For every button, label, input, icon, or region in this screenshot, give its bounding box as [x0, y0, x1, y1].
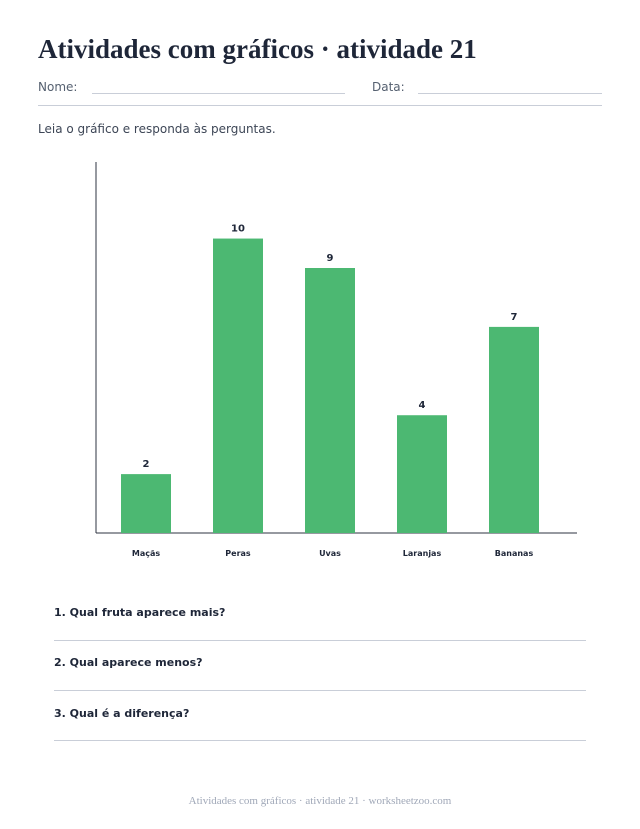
value-label-3: 4 [419, 400, 426, 411]
bar-chart: 2 Maçãs 10 Peras 9 Uvas 4 Laranjas 7 Bananas [95, 162, 577, 558]
category-label-2: Uvas [319, 549, 341, 558]
bar-0 [121, 474, 171, 533]
category-label-3: Laranjas [403, 549, 442, 558]
category-label-1: Peras [225, 549, 251, 558]
answer-line-3[interactable] [54, 740, 586, 741]
header-divider [38, 105, 602, 106]
question-3: 3. Qual é a diferença? [54, 707, 190, 720]
value-label-1: 10 [231, 224, 245, 235]
value-label-2: 9 [327, 253, 334, 264]
question-1: 1. Qual fruta aparece mais? [54, 606, 226, 619]
bar-2 [305, 268, 355, 533]
bar-3 [397, 415, 447, 533]
category-label-0: Maçãs [132, 549, 161, 558]
name-label: Nome: [38, 80, 78, 94]
answer-line-1[interactable] [54, 640, 586, 641]
value-label-0: 2 [143, 459, 150, 470]
instructions-text: Leia o gráfico e responda às perguntas. [38, 122, 276, 136]
question-2: 2. Qual aparece menos? [54, 656, 203, 669]
bar-4 [489, 326, 539, 533]
category-label-4: Bananas [495, 549, 534, 558]
date-label: Data: [372, 80, 405, 94]
name-field[interactable] [92, 93, 345, 94]
bar-1 [213, 238, 263, 534]
date-field[interactable] [418, 93, 602, 94]
answer-line-2[interactable] [54, 690, 586, 691]
bars-group: 2 Maçãs 10 Peras 9 Uvas 4 Laranjas 7 Bananas [121, 224, 539, 558]
footer-text: Atividades com gráficos · atividade 21 ·… [188, 795, 452, 807]
worksheet-title: Atividades com gráficos · atividade 21 [38, 34, 477, 64]
value-label-4: 7 [511, 312, 518, 323]
